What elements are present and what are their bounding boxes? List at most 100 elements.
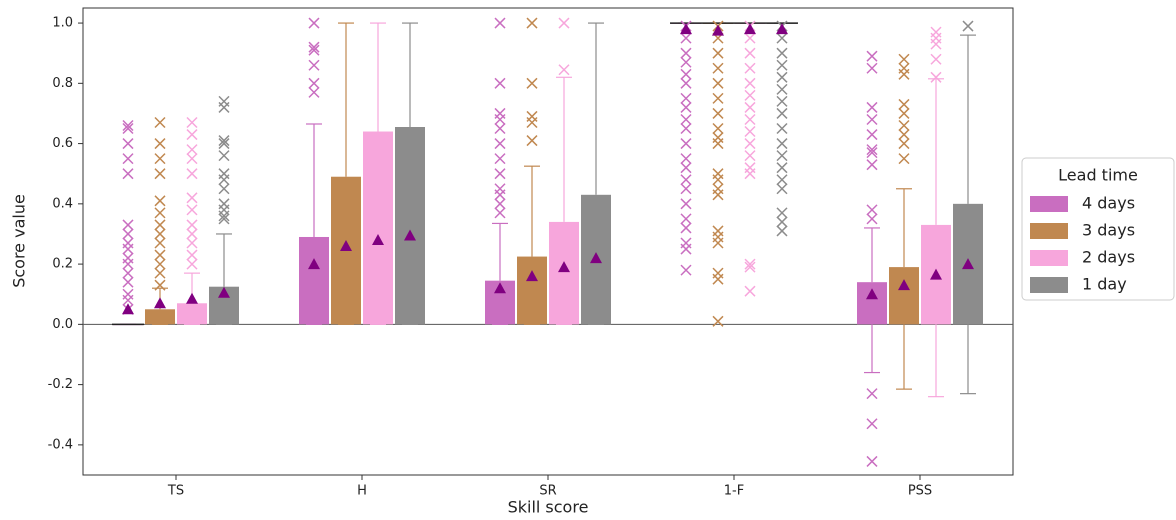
mean-marker [680,23,692,35]
outlier [712,273,724,285]
mean-marker [962,258,974,270]
outlier [494,138,506,150]
y-tick-label: -0.4 [48,437,73,452]
outlier [866,50,878,62]
mean-marker [122,303,134,315]
outlier [154,195,166,207]
outlier [122,258,134,270]
outlier [744,150,756,162]
legend-label: 3 days [1082,221,1135,240]
outlier [776,138,788,150]
outlier [744,47,756,59]
outlier [494,122,506,135]
outlier [776,95,788,107]
mean-marker [526,270,538,282]
outlier [898,98,910,110]
outlier [930,71,942,83]
y-tick-label: 0.4 [52,196,73,211]
outlier [866,147,878,159]
outlier [744,258,756,270]
outlier [680,77,692,89]
x-tick-label: TS [167,484,184,499]
outlier [494,189,506,201]
x-tick-label: 1-F [724,484,744,499]
outlier [712,189,724,201]
y-tick-label: 0.0 [52,317,73,332]
outlier [712,237,724,249]
outlier [776,32,788,44]
outlier [186,168,198,180]
mean-marker [930,268,942,280]
outlier [308,86,320,98]
outlier [680,101,692,113]
outlier [308,41,320,53]
outlier [494,113,506,126]
mean-marker [404,229,416,241]
mean-marker [154,297,166,309]
box [517,256,547,325]
outlier [866,144,878,156]
outlier [186,204,198,216]
outlier [898,107,910,119]
outlier [154,138,166,150]
outlier [122,138,134,150]
outlier [154,207,166,219]
outlier [218,138,230,150]
outlier [680,138,692,150]
outlier [898,119,910,132]
outlier [744,113,756,126]
mean-marker [218,286,230,298]
outlier [744,138,756,150]
outlier [680,264,692,276]
outlier [494,168,506,180]
outlier [680,198,692,210]
outlier [122,228,134,240]
outlier [154,279,166,291]
x-tick-label: H [357,484,367,499]
y-tick-label: 1.0 [52,16,73,31]
outlier [218,135,230,147]
mean-marker [372,233,384,245]
legend-title: Lead time [1058,166,1138,185]
outlier [680,213,692,225]
mean-marker [558,261,570,273]
outlier [186,249,198,261]
outlier [186,192,198,204]
legend-swatch [1030,196,1068,212]
outlier [154,267,166,279]
outlier [308,59,320,71]
outlier [308,17,320,29]
outlier [494,207,506,219]
outlier [866,113,878,126]
mean-marker [590,252,602,264]
outlier [744,77,756,89]
outlier [898,53,910,65]
outlier [866,101,878,113]
outlier [776,71,788,83]
x-tick-label: SR [539,484,556,499]
box [363,131,393,325]
outlier [154,168,166,180]
outlier [154,219,166,231]
outlier [680,153,692,165]
outlier [680,56,692,68]
outlier [776,183,788,195]
mean-marker [340,240,352,252]
outlier [866,129,878,141]
outlier [308,77,320,89]
outlier [154,153,166,165]
outlier [494,17,506,29]
outlier [154,228,166,240]
y-tick-label: 0.2 [52,257,73,272]
y-tick-label: 0.6 [52,136,73,151]
outlier [898,68,910,80]
outlier [776,107,788,119]
outlier [218,210,230,222]
outlier [122,119,134,132]
outlier [930,38,942,50]
outlier [494,77,506,89]
outlier [154,249,166,261]
outlier [898,138,910,150]
